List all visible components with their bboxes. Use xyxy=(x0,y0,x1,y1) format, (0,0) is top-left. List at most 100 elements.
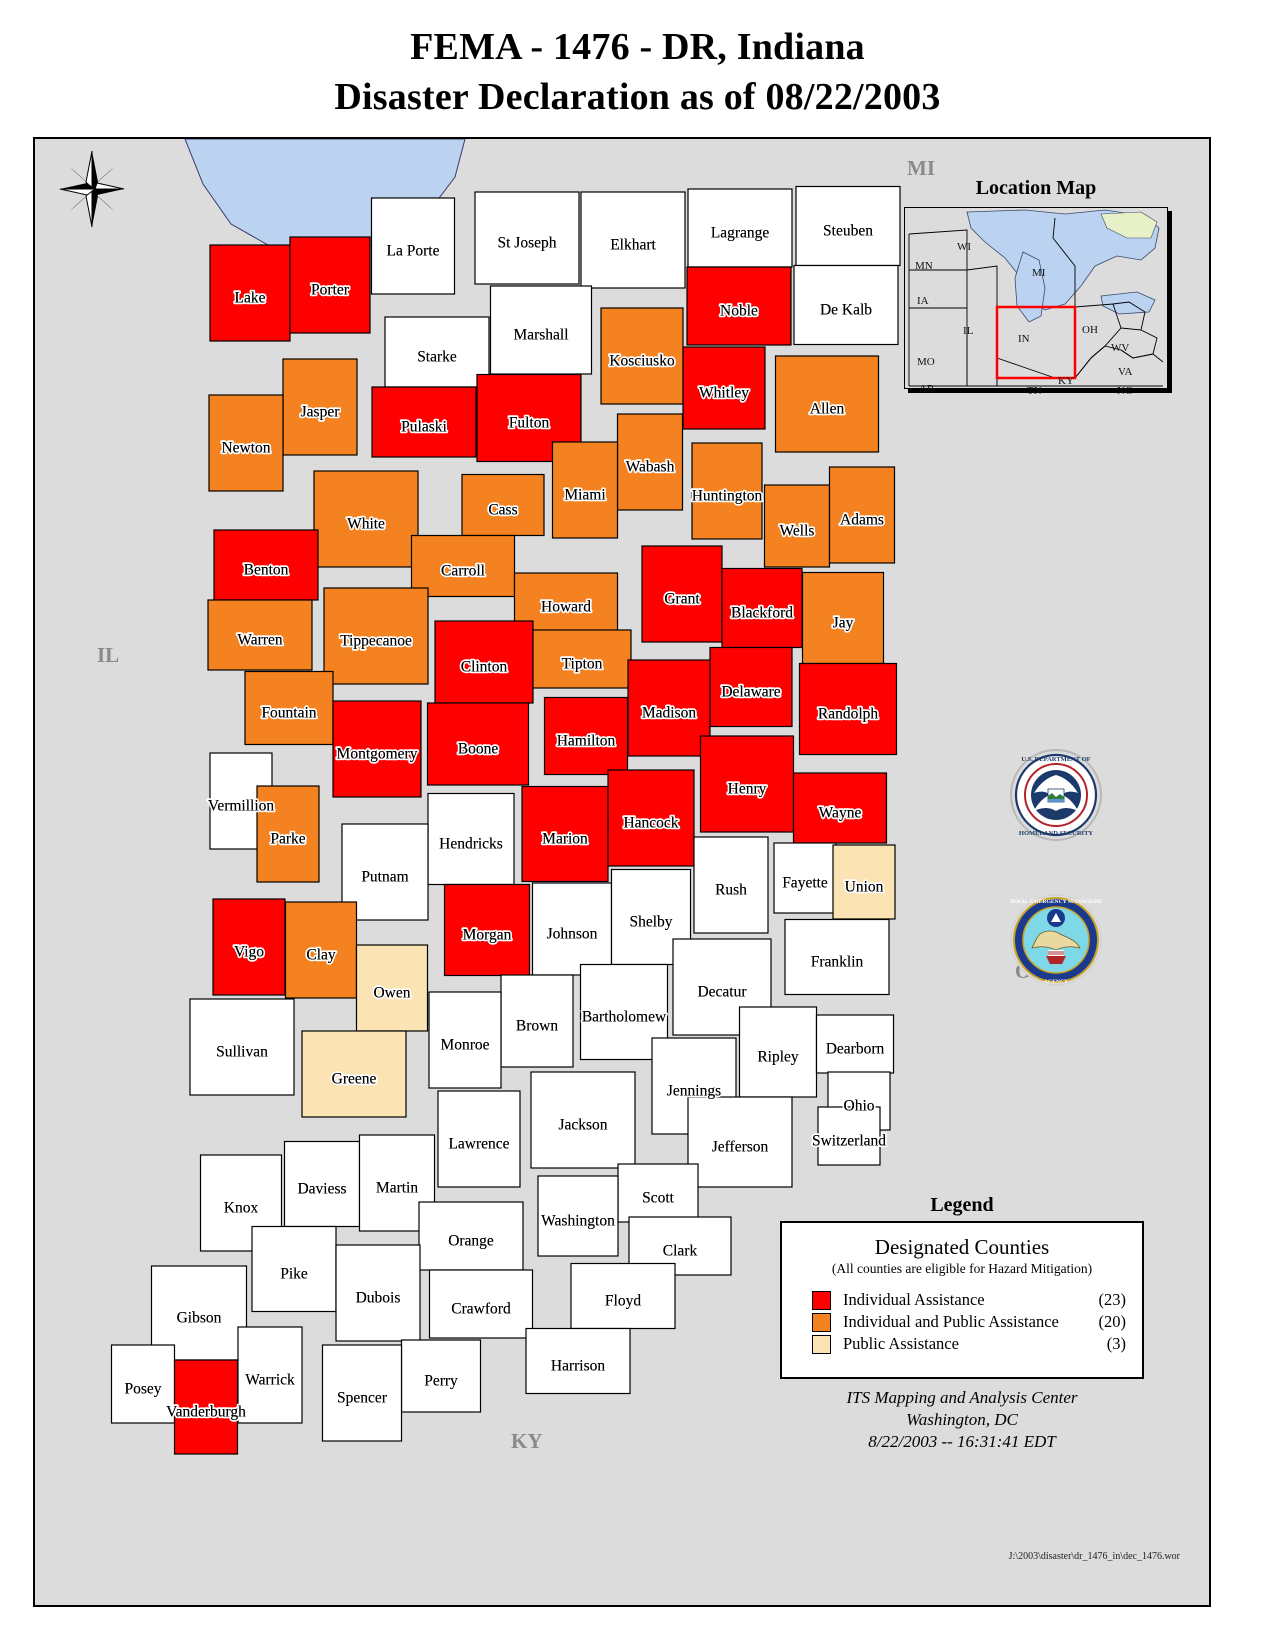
county-parke[interactable] xyxy=(256,785,320,883)
county-grant[interactable] xyxy=(641,545,723,643)
county-starke[interactable] xyxy=(384,316,490,388)
county-adams[interactable] xyxy=(828,466,896,564)
svg-text:Miami: Miami xyxy=(564,487,606,504)
county-allen[interactable] xyxy=(774,355,880,453)
county-floyd[interactable] xyxy=(570,1262,676,1330)
county-huntington[interactable] xyxy=(691,442,763,540)
county-kosciusko[interactable] xyxy=(600,307,684,405)
county-switzerland[interactable] xyxy=(817,1106,881,1166)
county-harrison[interactable] xyxy=(525,1327,631,1395)
county-brown[interactable] xyxy=(500,974,574,1068)
svg-text:Allen: Allen xyxy=(810,401,845,418)
county-pike[interactable] xyxy=(251,1225,337,1313)
svg-text:Whitley: Whitley xyxy=(699,385,749,402)
county-jefferson[interactable] xyxy=(687,1096,793,1188)
county-fayette[interactable] xyxy=(773,842,837,914)
county-steuben[interactable] xyxy=(795,185,901,267)
svg-text:Johnson: Johnson xyxy=(547,926,598,943)
county-tipton[interactable] xyxy=(532,629,632,689)
county-scott[interactable] xyxy=(617,1163,699,1223)
county-clay[interactable] xyxy=(284,901,358,999)
county-hamilton[interactable] xyxy=(543,696,629,776)
county-sullivan[interactable] xyxy=(189,998,295,1096)
county-jay[interactable] xyxy=(801,571,885,665)
county-la-porte[interactable] xyxy=(370,197,456,295)
svg-text:Clinton: Clinton xyxy=(461,659,508,676)
county-marshall[interactable] xyxy=(489,285,593,375)
county-spencer[interactable] xyxy=(321,1344,403,1442)
county-hendricks[interactable] xyxy=(427,792,515,886)
legend-swatch xyxy=(812,1290,831,1310)
county-wells[interactable] xyxy=(763,484,831,568)
svg-text:Switzerland: Switzerland xyxy=(812,1133,886,1150)
county-warrick[interactable] xyxy=(237,1326,303,1424)
county-greene[interactable] xyxy=(301,1030,407,1118)
county-martin[interactable] xyxy=(358,1134,436,1232)
county-posey[interactable] xyxy=(110,1344,176,1424)
county-owen[interactable] xyxy=(355,944,429,1032)
svg-text:Wabash: Wabash xyxy=(626,459,675,476)
legend-item-label: Individual and Public Assistance xyxy=(843,1312,1059,1331)
county-morgan[interactable] xyxy=(443,883,531,977)
county-franklin[interactable] xyxy=(784,918,890,996)
county-madison[interactable] xyxy=(627,659,711,757)
county-tippecanoe[interactable] xyxy=(323,587,429,685)
county-union[interactable] xyxy=(832,844,896,920)
county-jasper[interactable] xyxy=(282,358,358,456)
svg-text:Posey: Posey xyxy=(124,1381,161,1398)
svg-text:Lake: Lake xyxy=(235,290,266,307)
county-carroll[interactable] xyxy=(410,534,516,598)
county-de-kalb[interactable] xyxy=(793,264,899,346)
county-st-joseph[interactable] xyxy=(474,191,580,285)
county-boone[interactable] xyxy=(426,702,530,786)
county-johnson[interactable] xyxy=(531,882,613,976)
county-daviess[interactable] xyxy=(283,1140,361,1228)
svg-text:Jennings: Jennings xyxy=(667,1083,721,1100)
county-ripley[interactable] xyxy=(738,1006,818,1098)
county-white[interactable] xyxy=(313,470,419,568)
county-dubois[interactable] xyxy=(335,1244,421,1342)
county-vanderburgh[interactable] xyxy=(173,1359,239,1455)
county-perry[interactable] xyxy=(400,1339,482,1413)
county-henry[interactable] xyxy=(699,735,795,833)
county-cass[interactable] xyxy=(461,473,545,537)
county-lawrence[interactable] xyxy=(437,1090,521,1188)
county-whitley[interactable] xyxy=(682,346,766,430)
county-hancock[interactable] xyxy=(607,769,695,867)
svg-text:Hendricks: Hendricks xyxy=(439,836,503,853)
county-noble[interactable] xyxy=(686,266,792,346)
county-montgomery[interactable] xyxy=(332,700,422,798)
county-rush[interactable] xyxy=(693,836,769,934)
county-washington[interactable] xyxy=(537,1175,619,1257)
county-randolph[interactable] xyxy=(798,662,898,756)
county-clinton[interactable] xyxy=(434,620,534,704)
county-wayne[interactable] xyxy=(792,772,888,844)
county-jackson[interactable] xyxy=(530,1071,636,1169)
location-map-box: MN WI IA IL MO AR MI IN KY TN OH WV VA NC xyxy=(904,207,1168,397)
county-gibson[interactable] xyxy=(150,1265,248,1361)
county-orange[interactable] xyxy=(418,1201,524,1271)
county-monroe[interactable] xyxy=(428,991,502,1089)
county-porter[interactable] xyxy=(289,236,371,334)
county-lake[interactable] xyxy=(209,244,291,342)
county-miami[interactable] xyxy=(551,441,619,539)
county-benton[interactable] xyxy=(213,529,319,601)
county-crawford[interactable] xyxy=(428,1269,534,1339)
county-elkhart[interactable] xyxy=(580,191,686,289)
county-warren[interactable] xyxy=(207,599,313,671)
county-dearborn[interactable] xyxy=(815,1014,895,1074)
svg-text:Adams: Adams xyxy=(840,512,884,529)
county-blackford[interactable] xyxy=(721,567,803,649)
county-wabash[interactable] xyxy=(616,413,684,511)
county-fountain[interactable] xyxy=(244,670,334,746)
county-newton[interactable] xyxy=(208,394,284,492)
county-lagrange[interactable] xyxy=(687,188,793,268)
county-vigo[interactable] xyxy=(212,898,286,996)
county-pulaski[interactable] xyxy=(371,386,477,458)
